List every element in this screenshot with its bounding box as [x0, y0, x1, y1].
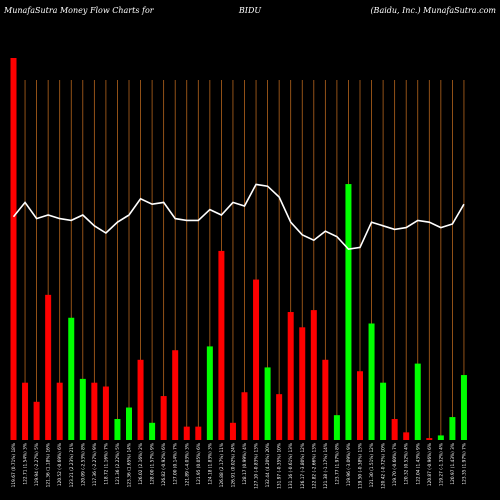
bar	[172, 350, 179, 440]
x-tick-label: 119.96 (-3.09%) 9%	[346, 443, 352, 486]
x-tick-label: 126.88 (2.17%) 11%	[219, 443, 225, 487]
bar	[437, 435, 444, 440]
x-tick-label: 122.04 (1.43%) 9%	[415, 443, 421, 485]
x-tick-label: 120.52 (-0.69%) 6%	[57, 443, 63, 486]
x-tick-label: 127.00 (0.14%) 7%	[173, 443, 179, 485]
x-tick-label: 131.97 (-0.35%) 10%	[277, 443, 283, 489]
bar	[333, 415, 340, 440]
bar	[380, 382, 387, 440]
x-tick-label: 121.30 (1.51%) 12%	[369, 443, 375, 487]
x-tick-label: 126.17 (-3.80%) 12%	[300, 443, 306, 489]
bar	[114, 418, 121, 440]
x-tick-label: 123.77 (1.97%) 8%	[334, 443, 340, 485]
x-tick-label: 119.27 (-1.32%) 4%	[438, 443, 444, 486]
x-tick-label: 121.38 (-1.17%) 14%	[323, 443, 329, 489]
bar	[149, 422, 156, 440]
bar	[368, 323, 375, 440]
x-tick-labels: 119.67 (0.71%) 18% 122.71 (1.54%) 3% 119.9…	[11, 443, 467, 489]
x-tick-label: 126.82 (-0.92%) 6%	[161, 443, 167, 486]
bar	[229, 422, 236, 440]
x-tick-label: 123.21 (2.23%) 21%	[69, 443, 75, 487]
x-tick-label: 119.50 (-0.38%) 13%	[358, 443, 364, 489]
bar	[56, 382, 63, 440]
bar	[10, 58, 17, 440]
bar	[403, 432, 410, 440]
bar	[449, 417, 456, 440]
x-tick-label: 127.10 (-0.83%) 13%	[254, 443, 260, 489]
money-flow-line	[12, 183, 465, 251]
x-tick-label: 126.02 (2.16%) 2%	[138, 443, 144, 485]
x-tick-label: 122.71 (1.54%) 3%	[23, 443, 29, 485]
x-tick-label: 123.36 (1.65%) 14%	[127, 443, 133, 487]
bar	[33, 401, 40, 440]
chart-header: MunafaSutra Money Flow Charts for BIDU (…	[0, 0, 500, 24]
bar	[126, 407, 132, 440]
x-tick-label: 128.17 (0.99%) 4%	[242, 443, 248, 485]
bar	[460, 375, 467, 440]
bar	[310, 310, 317, 440]
x-tick-label: 121.36 (2.22%) 5%	[115, 443, 121, 485]
header-site-label: MunafaSutra Money Flow Charts for	[4, 6, 154, 15]
x-tick-label: 119.70 (-0.60%) 7%	[392, 443, 398, 486]
bar	[102, 386, 109, 440]
bar	[45, 294, 52, 440]
bar	[218, 250, 225, 440]
x-tick-label: 119.67 (0.71%) 18%	[11, 443, 17, 487]
bar	[345, 184, 352, 440]
x-tick-label: 118.72 (1.16%) 7%	[103, 443, 109, 485]
x-tick-label: 131.16 (-0.61%) 13%	[288, 443, 294, 489]
bar-series	[10, 58, 467, 440]
x-tick-label: 121.95 (0.05%) 6%	[196, 443, 202, 485]
x-tick-label: 121.89 (-4.03%) 3%	[184, 443, 190, 486]
bar	[183, 426, 190, 440]
x-tick-label: 120.87 (-0.96%) 6%	[427, 443, 433, 486]
line-series	[12, 183, 465, 251]
bar	[91, 382, 98, 440]
header-ticker: BIDU	[238, 6, 262, 15]
bar	[287, 312, 294, 440]
x-tick-label: 128.00 (1.57%) 9%	[150, 443, 156, 485]
bar	[253, 279, 260, 440]
x-tick-label: 120.09 (-2.53%) 8%	[80, 443, 86, 486]
x-tick-label: 132.44 (4.20%) 20%	[265, 443, 271, 487]
bar	[68, 317, 75, 440]
x-tick-label: 120.32 (0.52%) 4%	[404, 443, 410, 485]
x-tick-label: 117.36 (-2.27%) 9%	[92, 443, 98, 486]
x-tick-label: 122.82 (-2.66%) 13%	[311, 443, 317, 489]
bar	[195, 426, 202, 440]
bar	[391, 418, 398, 440]
bar	[357, 371, 363, 440]
x-tick-label: 126.91 (0.02%) 24%	[230, 443, 236, 487]
x-tick-label: 119.94 (-2.27%) 5%	[34, 443, 40, 486]
bar	[322, 359, 329, 440]
header-company: (Baidu, Inc.) MunafaSutra.com	[370, 6, 496, 15]
x-tick-label: 123.35 (1.97%) 7%	[461, 443, 467, 485]
x-tick-label: 124.18 (1.83%) 3%	[207, 443, 213, 485]
bar	[206, 346, 213, 440]
bar	[414, 363, 421, 440]
bar	[299, 327, 306, 440]
bar	[241, 392, 248, 440]
bar	[160, 396, 167, 440]
x-tick-label: 120.97 (1.43%) 3%	[450, 443, 456, 485]
x-tick-label: 120.42 (-0.72%) 10%	[381, 443, 387, 489]
bar	[22, 382, 29, 440]
x-tick-label: 121.36 (1.18%) 16%	[46, 443, 52, 487]
bar	[79, 378, 86, 440]
bar	[264, 367, 271, 440]
bar	[137, 359, 144, 440]
bar	[426, 438, 433, 440]
bar	[276, 394, 283, 440]
